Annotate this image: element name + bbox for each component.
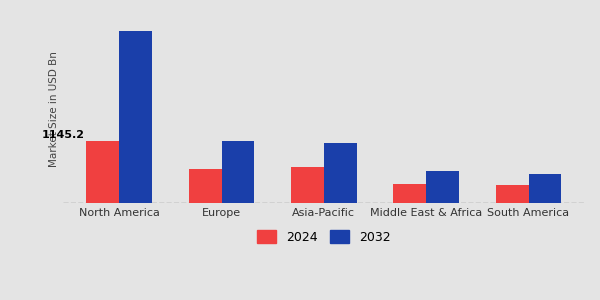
Bar	[324, 142, 356, 203]
Bar	[189, 169, 221, 203]
Bar	[426, 172, 459, 203]
Bar	[86, 141, 119, 202]
Legend: 2024, 2032: 2024, 2032	[252, 225, 395, 249]
Y-axis label: Market Size in USD Bn: Market Size in USD Bn	[49, 51, 59, 167]
Text: 1145.2: 1145.2	[41, 130, 85, 140]
Bar	[291, 167, 324, 203]
Bar	[529, 174, 561, 202]
Bar	[221, 141, 254, 203]
Bar	[394, 184, 426, 203]
Bar	[496, 185, 529, 203]
Bar	[119, 31, 152, 202]
